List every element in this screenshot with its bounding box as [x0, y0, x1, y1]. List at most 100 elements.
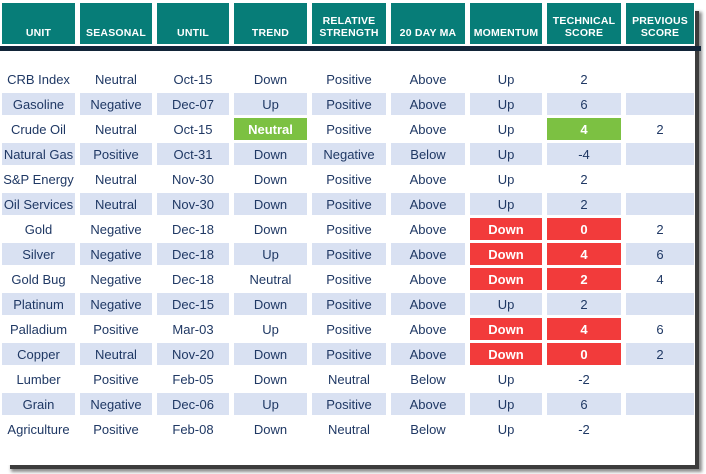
table-cell [626, 418, 694, 440]
table-cell: Neutral [328, 421, 370, 437]
table-cell: Above [391, 343, 465, 365]
unit-cell: Oil Services [2, 193, 75, 215]
unit-cell: Platinum [2, 293, 75, 315]
unit-cell: CRB Index [7, 71, 70, 87]
table-cell: Positive [312, 393, 386, 415]
header-divider [0, 46, 701, 51]
table-cell: 4 [547, 318, 621, 340]
table-cell: Up [497, 71, 515, 87]
table-cell: Negative [80, 93, 152, 115]
table-cell: Down [253, 221, 288, 237]
table-cell: Neutral [328, 371, 370, 387]
table-cell: Down [470, 218, 542, 240]
table-cell: 6 [626, 243, 694, 265]
unit-cell: Copper [2, 343, 75, 365]
table-cell: 2 [580, 71, 588, 87]
unit-cell: Silver [2, 243, 75, 265]
table-cell: Above [409, 71, 447, 87]
unit-cell: Crude Oil [11, 121, 66, 137]
header-cell-relative-strength: RELATIVE STRENGTH [312, 3, 386, 44]
unit-cell: S&P Energy [3, 171, 74, 187]
table-cell [626, 193, 694, 215]
table-cell: Feb-08 [172, 421, 214, 437]
table-cell: Above [409, 171, 447, 187]
table-cell: Feb-05 [172, 371, 214, 387]
table-cell: Neutral [80, 193, 152, 215]
table-cell [626, 393, 694, 415]
table-cell: Up [234, 243, 307, 265]
table-cell: Positive [80, 143, 152, 165]
header-cell-until: UNTIL [157, 3, 229, 44]
table-cell: 4 [656, 271, 664, 287]
table-cell: Dec-18 [172, 271, 214, 287]
table-cell: Positive [93, 321, 139, 337]
table-cell: Up [470, 393, 542, 415]
table-cell: Neutral [95, 121, 137, 137]
table-cell: Down [253, 421, 288, 437]
table-cell: 2 [547, 293, 621, 315]
table-cell: 2 [580, 171, 588, 187]
table-cell: Down [234, 293, 307, 315]
table-cell: Down [253, 71, 288, 87]
table-cell: 6 [547, 393, 621, 415]
table-cell: Dec-15 [157, 293, 229, 315]
table-cell: Up [470, 193, 542, 215]
table-cell: -2 [578, 371, 590, 387]
table-cell: Above [391, 193, 465, 215]
table-cell: Above [409, 221, 447, 237]
table-cell: Down [253, 371, 288, 387]
table-cell: Positive [312, 93, 386, 115]
table-cell: Up [497, 121, 515, 137]
table-cell: Down [470, 243, 542, 265]
table-cell: 6 [656, 321, 664, 337]
header-cell-trend: TREND [234, 3, 307, 44]
unit-cell: Grain [2, 393, 75, 415]
table-cell [626, 293, 694, 315]
table-cell: Positive [312, 193, 386, 215]
header-cell-previous-score: PREVIOUS SCORE [626, 3, 694, 44]
table-cell: Neutral [249, 271, 292, 287]
table-cell: Positive [312, 243, 386, 265]
unit-cell: Gold [24, 221, 53, 237]
table-cell: 2 [547, 193, 621, 215]
table-cell: Positive [326, 71, 372, 87]
table-cell: Positive [326, 171, 372, 187]
unit-cell: Gasoline [2, 93, 75, 115]
table-cell: Up [470, 143, 542, 165]
table-cell: Dec-18 [157, 243, 229, 265]
table-cell: Above [409, 271, 447, 287]
unit-cell: Palladium [9, 321, 68, 337]
table-cell: Positive [312, 293, 386, 315]
table-cell: 2 [656, 121, 664, 137]
table-cell: Up [470, 93, 542, 115]
table-cell: Positive [312, 343, 386, 365]
table-cell: Oct-31 [157, 143, 229, 165]
table-cell: Nov-20 [157, 343, 229, 365]
table-cell: Up [234, 93, 307, 115]
table-cell: Nov-30 [157, 193, 229, 215]
table-cell: Above [391, 293, 465, 315]
table-cell: 0 [547, 343, 621, 365]
table-cell: Down [234, 193, 307, 215]
table-cell: Neutral [234, 118, 307, 140]
table-cell: Negative [312, 143, 386, 165]
table-cell: Above [391, 393, 465, 415]
table-cell: Down [253, 171, 288, 187]
unit-cell: Gold Bug [11, 271, 66, 287]
table-cell: Positive [326, 321, 372, 337]
table-cell: Negative [90, 271, 142, 287]
unit-cell: Natural Gas [2, 143, 75, 165]
table-cell: Up [497, 371, 515, 387]
table-cell: Dec-18 [172, 221, 214, 237]
table-cell: Negative [90, 221, 142, 237]
table-cell [626, 68, 694, 90]
table-cell: Down [470, 343, 542, 365]
table-cell: Negative [80, 243, 152, 265]
table-cell: Below [410, 371, 446, 387]
header-cell-seasonal: SEASONAL [80, 3, 152, 44]
table-cell: Down [470, 318, 542, 340]
table-cell: Above [391, 243, 465, 265]
table-cell: 2 [626, 343, 694, 365]
table-cell: Below [410, 421, 446, 437]
